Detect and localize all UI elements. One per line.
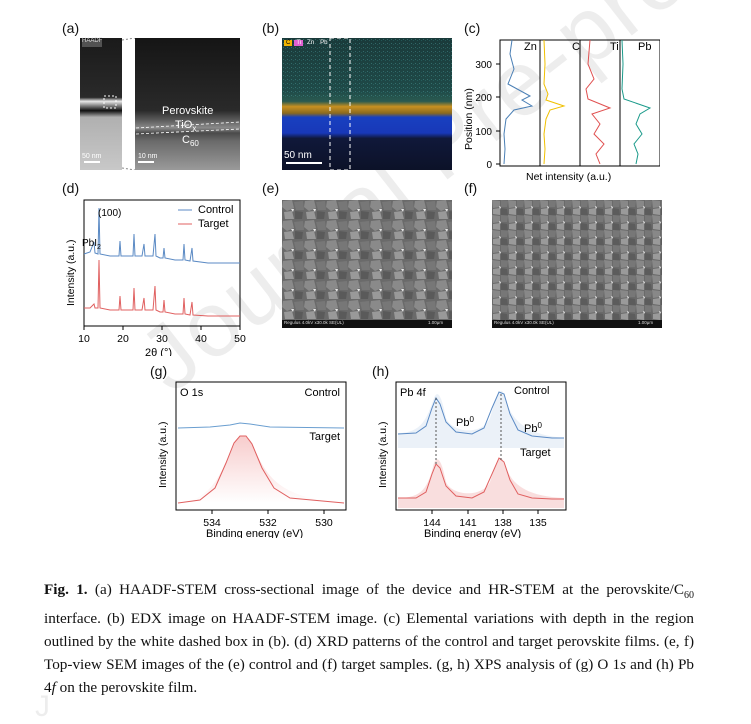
panel-label-d: (d) bbox=[62, 180, 80, 196]
series-control bbox=[397, 391, 564, 439]
panel-label-a: (a) bbox=[62, 20, 80, 36]
pb0-label-b: Pb0 bbox=[524, 421, 542, 435]
panel-f-footer: Regulus 4.0kV x30.0k SE(UL) bbox=[494, 320, 554, 325]
layer-tiox: TiOx bbox=[175, 119, 197, 134]
xtick-534: 534 bbox=[203, 517, 221, 529]
ytick-200: 200 bbox=[475, 93, 492, 104]
xtick-144: 144 bbox=[423, 517, 441, 529]
layer-perovskite: Perovskite bbox=[162, 105, 214, 117]
label-c: C bbox=[572, 41, 580, 53]
panel-b-legend: C Ti Zn Pb bbox=[284, 40, 329, 46]
peak-100-label: (100) bbox=[98, 208, 121, 219]
panel-h-control: Control bbox=[514, 385, 549, 397]
panel-c-xlabel: Net intensity (a.u.) bbox=[526, 171, 611, 183]
panel-g-chart: O 1s Control Target 534 532 530 Binding … bbox=[157, 381, 347, 538]
panel-e-scale: 1.00μm bbox=[428, 320, 444, 325]
panel-g-xlabel: Binding energy (eV) bbox=[206, 528, 303, 538]
panel-d-chart: (100) PbI2 Control Target 10 20 30 40 50… bbox=[65, 199, 246, 356]
xtick-141: 141 bbox=[459, 517, 477, 529]
xtick-138: 138 bbox=[494, 517, 512, 529]
panel-g-control: Control bbox=[305, 387, 340, 399]
legend-c: C bbox=[284, 40, 293, 46]
series-target-fill bbox=[178, 435, 344, 503]
panel-g-title: O 1s bbox=[180, 387, 204, 399]
ytick-300: 300 bbox=[475, 60, 492, 71]
xtick-40: 40 bbox=[195, 333, 207, 345]
panel-e-sem-image bbox=[282, 200, 452, 328]
panel-e-footer: Regulus 4.0kV x30.0k SE(UL) bbox=[284, 320, 344, 325]
panel-h-xlabel: Binding energy (eV) bbox=[424, 528, 521, 538]
series-pb bbox=[621, 39, 652, 165]
panel-c-chart: 0 100 200 300 Zn C Ti Pb Net intensity (… bbox=[463, 39, 660, 183]
xtick-530: 530 bbox=[315, 517, 333, 529]
series-ti bbox=[585, 39, 612, 165]
watermark-tail: J bbox=[35, 690, 50, 723]
panel-c-ylabel: Position (nm) bbox=[463, 88, 475, 150]
panel-g-target: Target bbox=[309, 431, 340, 443]
x-ticks bbox=[83, 326, 241, 330]
legend-zn: Zn bbox=[307, 40, 315, 46]
ytick-100: 100 bbox=[475, 127, 492, 138]
label-zn: Zn bbox=[524, 41, 537, 53]
panel-a-tag: HAADF bbox=[82, 38, 103, 44]
panel-label-f: (f) bbox=[464, 180, 478, 196]
panel-h-target: Target bbox=[520, 447, 551, 459]
xtick-532: 532 bbox=[259, 517, 277, 529]
panel-label-g: (g) bbox=[150, 363, 168, 379]
legend-pb: Pb bbox=[320, 40, 328, 46]
y-ticks bbox=[496, 63, 500, 165]
panel-f-sem-image bbox=[492, 200, 662, 328]
layer-c60: C60 bbox=[182, 134, 199, 149]
label-pb: Pb bbox=[638, 41, 651, 53]
panel-h-ylabel: Intensity (a.u.) bbox=[377, 421, 389, 488]
panel-f-scale: 1.00μm bbox=[638, 320, 654, 325]
series-target bbox=[84, 259, 240, 317]
panel-h-chart: Pb 4f Control Target Pb0 Pb0 144 141 138… bbox=[377, 381, 567, 538]
panel-d-xlabel: 2θ (°) bbox=[145, 347, 172, 356]
series-target bbox=[177, 435, 345, 504]
xtick-10: 10 bbox=[78, 333, 90, 345]
panel-b-scale: 50 nm bbox=[284, 150, 312, 161]
xtick-50: 50 bbox=[234, 333, 246, 345]
panel-label-e: (e) bbox=[262, 180, 280, 196]
panel-d-ylabel: Intensity (a.u.) bbox=[65, 239, 77, 306]
panel-a-scale-left: 50 nm bbox=[82, 153, 102, 160]
panel-a-stem-image bbox=[80, 38, 240, 170]
xtick-20: 20 bbox=[117, 333, 129, 345]
panel-g-ylabel: Intensity (a.u.) bbox=[157, 421, 169, 488]
panel-a-scale-right: 10 nm bbox=[138, 153, 158, 160]
pb0-label-a: Pb0 bbox=[456, 415, 474, 429]
xtick-135: 135 bbox=[529, 517, 547, 529]
panel-b-edx-image bbox=[282, 38, 452, 170]
figure-caption: Fig. 1. (a) HAADF-STEM cross-sectional i… bbox=[44, 581, 694, 697]
legend-control: Control bbox=[198, 204, 233, 216]
panel-label-b: (b) bbox=[262, 20, 280, 36]
panel-label-h: (h) bbox=[372, 363, 390, 379]
panel-label-c: (c) bbox=[464, 20, 481, 36]
series-c bbox=[543, 39, 566, 165]
xtick-30: 30 bbox=[156, 333, 168, 345]
series-target bbox=[398, 457, 564, 500]
series-zn bbox=[503, 39, 534, 165]
legend-ti: Ti bbox=[294, 40, 304, 46]
series-control bbox=[83, 207, 240, 264]
legend-target: Target bbox=[198, 218, 229, 230]
pbi2-label: PbI2 bbox=[82, 238, 101, 251]
label-ti: Ti bbox=[610, 41, 619, 53]
ytick-0: 0 bbox=[486, 160, 492, 171]
series-control bbox=[177, 422, 345, 429]
panel-h-title: Pb 4f bbox=[400, 387, 427, 399]
